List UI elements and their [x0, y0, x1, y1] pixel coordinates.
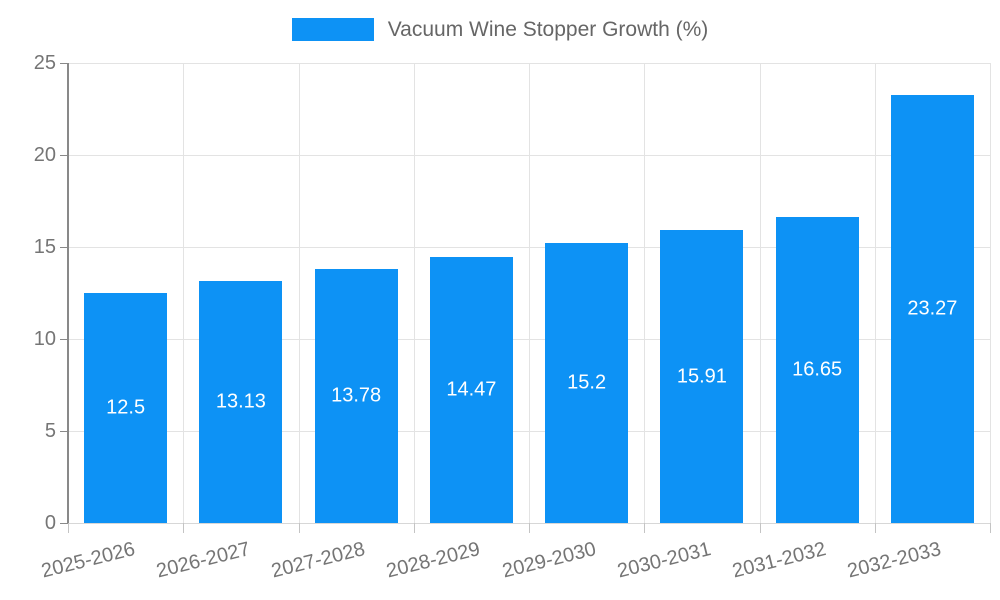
bar-value-label: 23.27 — [907, 297, 958, 320]
x-gridline — [759, 63, 761, 523]
x-gridline — [413, 63, 415, 523]
x-tick-mark — [644, 523, 646, 533]
y-tick-mark — [60, 523, 68, 524]
bar: 23.27 — [890, 94, 974, 523]
x-gridline — [990, 63, 991, 523]
x-tick-mark — [990, 523, 991, 533]
x-gridline — [644, 63, 646, 523]
y-axis-label: 15 — [33, 236, 56, 258]
x-gridline — [529, 63, 530, 523]
y-tick-mark — [60, 247, 68, 248]
plot-area: 12.5 13.13 13.78 14.47 15.2 15.91 16.65 23.27 — [67, 62, 991, 523]
x-gridline — [874, 63, 876, 523]
x-tick-mark — [68, 523, 69, 533]
bar-value-label: 15.91 — [676, 365, 727, 388]
legend-swatch — [291, 18, 374, 41]
y-tick-mark — [60, 155, 68, 156]
bar-value-label: 13.13 — [215, 390, 266, 413]
x-tick-mark — [759, 523, 761, 533]
y-axis-label: 10 — [33, 328, 56, 350]
y-tick-mark — [60, 339, 68, 340]
x-tick-mark — [298, 523, 300, 533]
x-tick-mark — [529, 523, 530, 533]
y-tick-mark — [60, 63, 68, 64]
bar: 15.2 — [545, 243, 629, 523]
bar-value-label: 14.47 — [446, 378, 497, 401]
x-gridline — [298, 63, 300, 523]
bar: 13.78 — [314, 269, 398, 523]
bar: 16.65 — [775, 216, 859, 523]
bar-value-label: 16.65 — [792, 358, 843, 381]
chart-legend[interactable]: Vacuum Wine Stopper Growth (%) — [0, 18, 1000, 41]
bar-value-label: 15.2 — [567, 371, 607, 394]
y-axis-label: 0 — [44, 512, 56, 534]
x-tick-mark — [183, 523, 185, 533]
bar-value-label: 12.5 — [106, 396, 146, 419]
bar: 12.5 — [84, 293, 168, 523]
y-axis-label: 25 — [33, 52, 56, 74]
x-gridline — [183, 63, 185, 523]
y-tick-mark — [60, 431, 68, 432]
bar: 13.13 — [199, 281, 283, 523]
bar: 14.47 — [429, 256, 513, 523]
y-axis-label: 5 — [44, 420, 56, 442]
x-tick-mark — [413, 523, 415, 533]
bar: 15.91 — [660, 230, 744, 523]
y-axis-label: 20 — [33, 144, 56, 166]
x-tick-mark — [874, 523, 876, 533]
bar-value-label: 13.78 — [331, 384, 382, 407]
y-axis-line — [67, 63, 69, 523]
legend-label: Vacuum Wine Stopper Growth (%) — [387, 18, 709, 41]
